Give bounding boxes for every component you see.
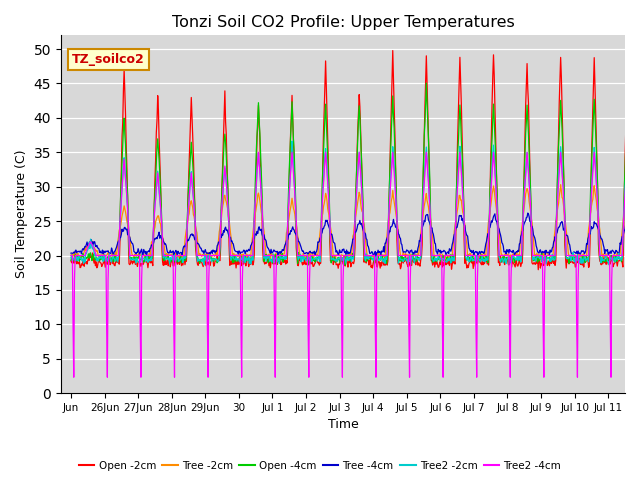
Y-axis label: Soil Temperature (C): Soil Temperature (C): [15, 150, 28, 278]
Open -2cm: [132, 261, 140, 266]
Open -2cm: [144, 265, 152, 271]
Line: Tree -4cm: Tree -4cm: [71, 213, 640, 256]
Tree -2cm: [132, 250, 140, 255]
Line: Tree2 -4cm: Tree2 -4cm: [71, 152, 640, 377]
Tree2 -2cm: [132, 261, 140, 266]
Tree2 -4cm: [182, 238, 190, 243]
Open -4cm: [412, 256, 419, 262]
Open -4cm: [422, 80, 430, 86]
Tree2 -2cm: [182, 238, 190, 244]
Tree -2cm: [503, 252, 511, 257]
Open -4cm: [67, 257, 75, 263]
Text: TZ_soilco2: TZ_soilco2: [72, 53, 145, 66]
Tree2 -4cm: [364, 252, 371, 258]
Open -4cm: [341, 262, 349, 268]
Line: Open -4cm: Open -4cm: [71, 83, 640, 265]
X-axis label: Time: Time: [328, 419, 358, 432]
Tree -2cm: [182, 227, 190, 232]
Tree -4cm: [372, 253, 380, 259]
Open -2cm: [412, 259, 419, 265]
Tree -4cm: [504, 249, 511, 255]
Tree2 -2cm: [504, 254, 512, 260]
Open -2cm: [362, 260, 370, 266]
Tree -2cm: [67, 252, 75, 258]
Tree2 -4cm: [504, 252, 512, 258]
Tree2 -2cm: [144, 260, 152, 265]
Open -2cm: [504, 255, 511, 261]
Tree2 -4cm: [255, 149, 262, 155]
Tree -4cm: [182, 240, 190, 246]
Tree -4cm: [67, 250, 75, 256]
Tree2 -4cm: [339, 374, 346, 380]
Open -4cm: [144, 256, 152, 262]
Tree -2cm: [144, 253, 152, 259]
Line: Open -2cm: Open -2cm: [71, 50, 640, 270]
Tree -2cm: [637, 254, 640, 260]
Open -2cm: [389, 48, 397, 53]
Tree2 -4cm: [144, 252, 152, 258]
Tree2 -4cm: [637, 252, 640, 258]
Tree -4cm: [524, 210, 532, 216]
Tree2 -2cm: [288, 138, 296, 144]
Legend: Open -2cm, Tree -2cm, Open -4cm, Tree -4cm, Tree2 -2cm, Tree2 -4cm: Open -2cm, Tree -2cm, Open -4cm, Tree -4…: [75, 456, 565, 475]
Title: Tonzi Soil CO2 Profile: Upper Temperatures: Tonzi Soil CO2 Profile: Upper Temperatur…: [172, 15, 515, 30]
Tree2 -4cm: [412, 252, 420, 258]
Tree -2cm: [557, 182, 564, 188]
Tree2 -2cm: [200, 262, 208, 268]
Open -2cm: [67, 258, 75, 264]
Tree2 -2cm: [364, 253, 371, 259]
Open -4cm: [363, 258, 371, 264]
Tree2 -2cm: [637, 257, 640, 263]
Open -2cm: [534, 267, 542, 273]
Tree2 -4cm: [132, 252, 140, 258]
Tree -2cm: [362, 244, 370, 250]
Open -4cm: [182, 248, 190, 253]
Tree -2cm: [609, 257, 617, 263]
Open -2cm: [182, 258, 190, 264]
Tree -4cm: [362, 236, 370, 241]
Tree -4cm: [144, 249, 152, 254]
Line: Tree2 -2cm: Tree2 -2cm: [71, 141, 640, 265]
Tree -4cm: [132, 251, 140, 257]
Open -2cm: [637, 264, 640, 269]
Line: Tree -2cm: Tree -2cm: [71, 185, 640, 260]
Tree -4cm: [412, 248, 419, 253]
Open -4cm: [132, 254, 140, 260]
Tree2 -4cm: [67, 252, 75, 258]
Tree -2cm: [411, 252, 419, 258]
Open -4cm: [637, 256, 640, 262]
Open -4cm: [504, 257, 512, 263]
Tree2 -2cm: [67, 255, 75, 261]
Tree -4cm: [637, 248, 640, 253]
Tree2 -2cm: [412, 252, 420, 258]
